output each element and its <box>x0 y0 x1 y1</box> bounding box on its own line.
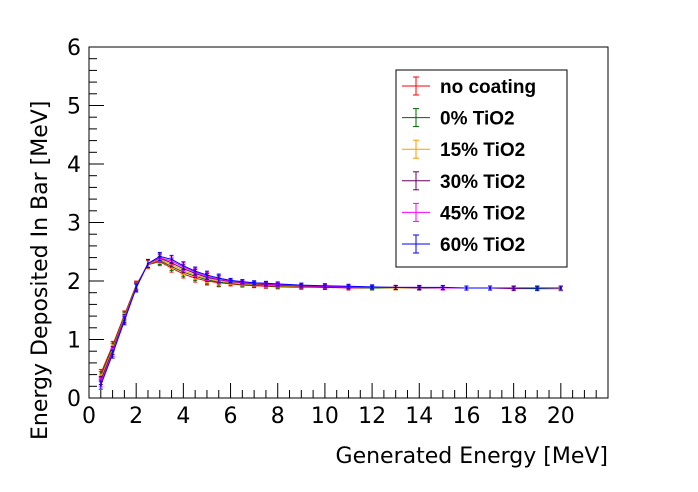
legend-item: 30% TiO2 <box>402 171 525 193</box>
x-tick-label: 18 <box>500 404 528 429</box>
data-point <box>229 279 232 282</box>
data-point <box>323 284 327 287</box>
legend-item: 45% TiO2 <box>402 202 525 224</box>
x-tick-label: 14 <box>405 404 433 429</box>
legend-label: 15% TiO2 <box>440 140 525 161</box>
legend-item: no coating <box>402 76 536 98</box>
y-tick-label: 6 <box>67 36 81 61</box>
data-point <box>418 286 421 289</box>
x-tick-label: 8 <box>271 404 285 429</box>
data-point <box>182 264 185 267</box>
data-point <box>264 282 268 285</box>
data-point <box>123 319 126 322</box>
data-point <box>441 286 444 289</box>
data-point <box>253 281 256 284</box>
legend-label: 60% TiO2 <box>440 235 525 256</box>
y-tick-label: 0 <box>67 387 81 412</box>
y-tick-label: 5 <box>67 95 81 120</box>
legend-box <box>395 69 568 268</box>
series-60-tio2 <box>98 251 563 390</box>
data-point <box>170 258 173 261</box>
data-point <box>394 286 397 289</box>
data-point <box>465 286 468 290</box>
data-point <box>347 285 350 288</box>
x-tick-label: 2 <box>129 404 143 429</box>
data-point <box>559 286 562 290</box>
data-point <box>488 286 492 290</box>
data-point <box>135 286 138 290</box>
x-tick-label: 16 <box>452 404 480 429</box>
legend-label: no coating <box>440 77 536 98</box>
series-layer <box>98 251 563 390</box>
legend-item: 0% TiO2 <box>402 108 515 130</box>
y-tick-label: 2 <box>67 270 81 295</box>
data-point <box>194 269 197 273</box>
x-tick-label: 4 <box>176 404 190 429</box>
y-axis-title: Energy Deposited In Bar [MeV] <box>28 101 53 440</box>
x-tick-label: 12 <box>358 404 386 429</box>
data-point <box>300 283 303 287</box>
data-point <box>241 280 244 283</box>
x-axis: 0 2 4 6 8 10 12 14 16 18 20 <box>82 383 609 429</box>
series-line <box>100 255 561 386</box>
x-tick-label: 6 <box>224 404 238 429</box>
data-point <box>158 255 161 258</box>
x-tick-label: 10 <box>311 404 339 429</box>
x-axis-title: Generated Energy [MeV] <box>336 444 608 469</box>
y-tick-label: 1 <box>67 329 81 354</box>
data-point <box>146 262 150 265</box>
legend-label: 30% TiO2 <box>440 172 525 193</box>
y-tick-label: 3 <box>67 212 81 237</box>
legend-item: 60% TiO2 <box>402 234 525 256</box>
data-point <box>205 274 209 277</box>
legend-item: 15% TiO2 <box>402 139 525 161</box>
data-point <box>111 353 114 356</box>
y-tick-label: 4 <box>67 153 81 178</box>
data-point <box>536 286 539 290</box>
y-axis: 0 1 2 3 4 5 6 <box>67 36 104 412</box>
data-point <box>276 282 279 286</box>
data-point <box>99 384 102 387</box>
data-point <box>217 276 220 280</box>
x-tick-label: 0 <box>82 404 96 429</box>
x-tick-label: 20 <box>547 404 575 429</box>
data-point <box>512 286 515 290</box>
legend-label: 45% TiO2 <box>440 203 525 224</box>
legend-label: 0% TiO2 <box>440 109 515 130</box>
data-point <box>370 285 374 288</box>
legend: no coating 0% TiO2 15% TiO2 30% TiO2 45% TiO… <box>395 69 568 268</box>
